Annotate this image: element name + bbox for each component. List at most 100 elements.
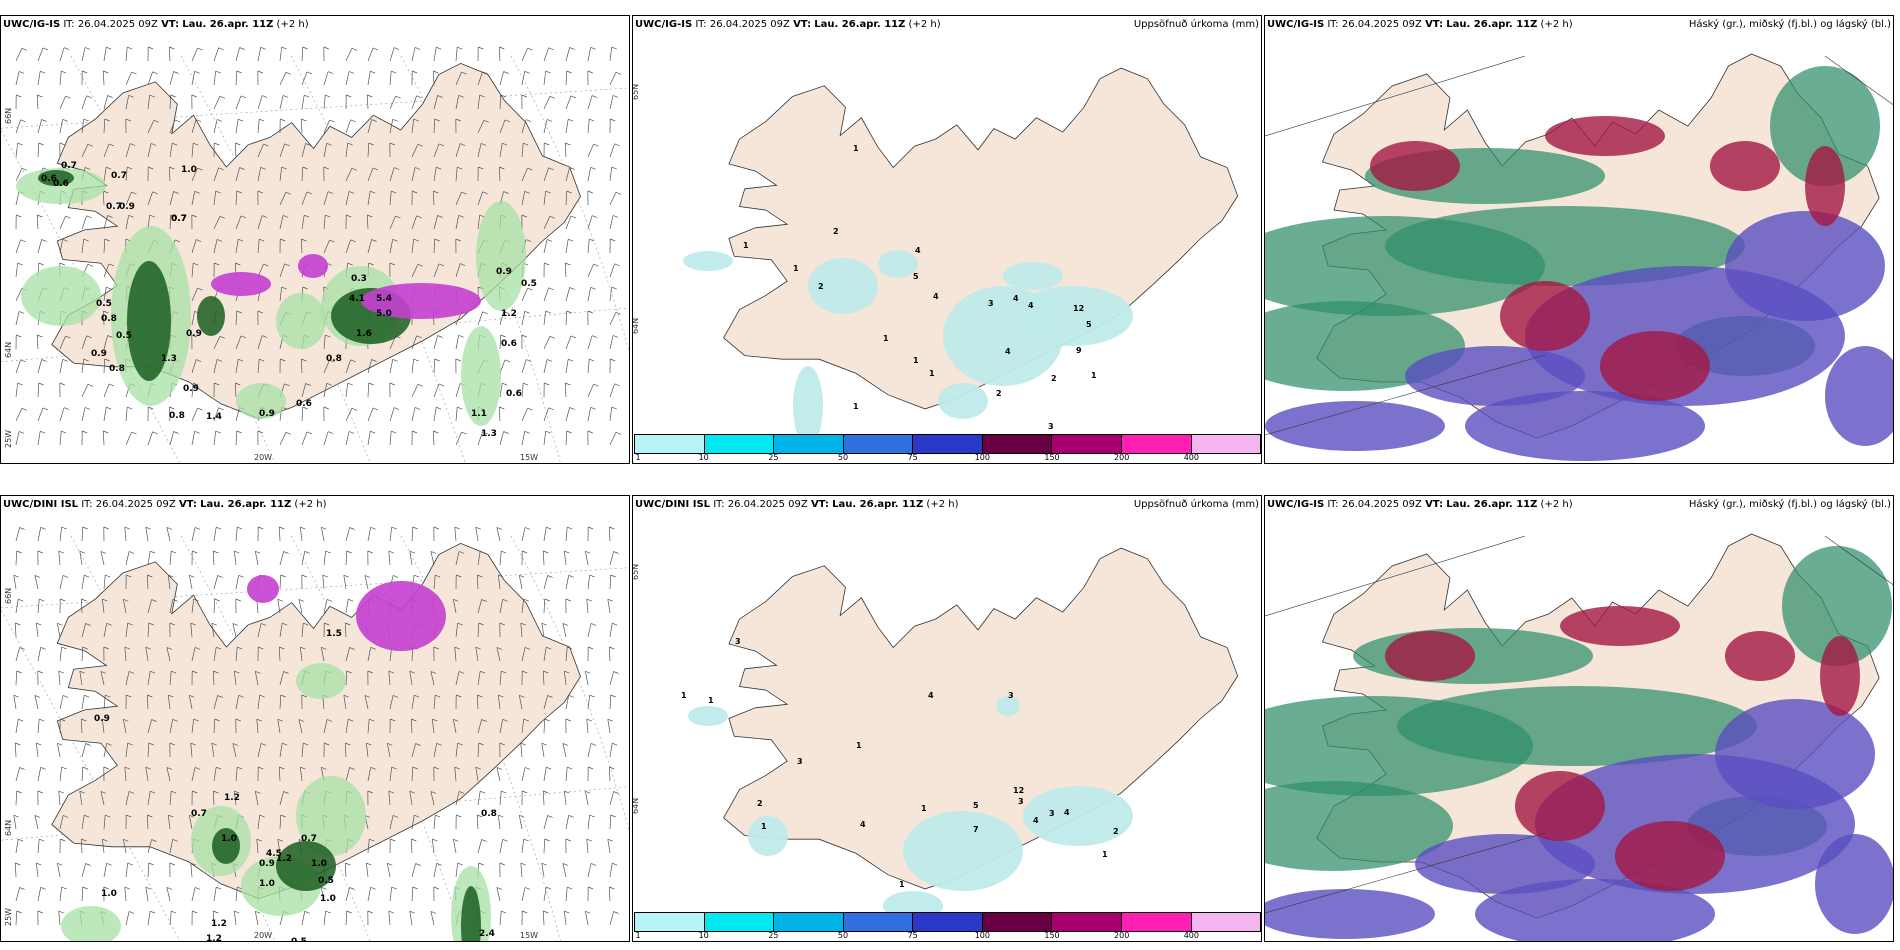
lat-label: 64N — [632, 317, 640, 334]
wind-barb — [455, 263, 461, 278]
wind-barb — [389, 47, 395, 62]
wind-barb — [345, 670, 348, 686]
precip-accum-label: 1 — [1102, 850, 1108, 859]
wind-barb-flag — [213, 910, 219, 914]
wind-barb-flag — [327, 71, 334, 74]
graticule-line — [1265, 55, 1526, 137]
wind-barb — [455, 215, 460, 230]
wind-barb — [542, 790, 545, 806]
wind-barb-flag — [131, 191, 137, 195]
wind-barb-flag — [522, 670, 528, 674]
wind-barb-flag — [83, 238, 89, 242]
wind-barb — [323, 143, 328, 158]
wind-barb-flag — [412, 430, 418, 434]
wind-barb — [587, 575, 591, 590]
wind-barb-flag — [63, 407, 70, 410]
wind-barb-flag — [430, 911, 437, 914]
wind-barb-flag — [413, 358, 419, 362]
wind-barb — [257, 815, 261, 830]
wind-barb-flag — [390, 718, 396, 722]
wind-barb-flag — [504, 359, 511, 363]
precip-accum-label: 2 — [818, 282, 824, 291]
wind-barb-flag — [219, 335, 226, 339]
wind-barb — [496, 887, 501, 902]
wind-barb-flag — [414, 47, 421, 50]
wind-barb-flag — [499, 622, 505, 626]
precip-accum-label: 9 — [1076, 346, 1082, 355]
wind-barb — [497, 815, 501, 830]
wind-barb-flag — [326, 142, 332, 146]
wind-barb-flag — [258, 766, 264, 770]
wind-barb-flag — [306, 71, 313, 75]
wind-barb — [125, 191, 132, 206]
wind-barb — [13, 815, 17, 830]
wind-barb-flag — [124, 646, 130, 650]
wind-barb-flag — [301, 238, 307, 242]
wind-barb — [543, 359, 548, 374]
wind-barb — [233, 671, 237, 686]
wind-barb-flag — [371, 119, 377, 122]
wind-barb — [13, 695, 17, 710]
wind-barb — [518, 695, 523, 710]
wind-barb-flag — [546, 526, 552, 530]
wind-barb-flag — [237, 766, 243, 770]
valid-time: Lau. 26.apr. 11Z — [1446, 499, 1538, 510]
wind-barb — [300, 358, 303, 374]
wind-barb — [213, 191, 217, 206]
wind-precip-panel-top: UWC/IG-IS IT: 26.04.2025 09Z VT: Lau. 26… — [0, 15, 630, 464]
wind-barb-flag — [567, 646, 573, 650]
wind-barb-flag — [527, 407, 533, 411]
wind-barb — [103, 815, 106, 830]
wind-barb — [234, 142, 237, 158]
wind-barb — [59, 335, 66, 350]
wind-barb — [411, 766, 414, 782]
wind-barb — [300, 118, 303, 134]
wind-barb-flag — [544, 718, 550, 722]
wind-barb-flag — [544, 142, 550, 146]
wind-barb-flag — [541, 622, 547, 626]
colorbar-tick-label: 50 — [837, 931, 849, 940]
wind-barb-flag — [61, 526, 67, 530]
wind-barb-flag — [38, 382, 44, 386]
wind-barb-flag — [104, 118, 110, 122]
wind-barb-flag — [240, 215, 247, 219]
wind-barb — [147, 839, 152, 854]
wind-barb — [587, 359, 590, 374]
wind-barb — [587, 815, 591, 830]
wind-barb-flag — [611, 166, 617, 170]
wind-barb-flag — [57, 742, 63, 746]
wind-barb — [455, 671, 460, 686]
wind-barb — [59, 215, 66, 230]
wind-barb — [15, 288, 23, 302]
wind-barb-flag — [194, 190, 200, 194]
wind-barb — [101, 839, 105, 854]
wind-barb — [59, 695, 64, 710]
wind-barb — [433, 575, 436, 590]
wind-barb-flag — [281, 286, 287, 290]
graticule-line — [1824, 535, 1893, 585]
wind-barb-flag — [348, 191, 355, 194]
wind-barb-flag — [524, 430, 530, 434]
wind-barb-flag — [409, 910, 415, 914]
wind-barb — [323, 599, 328, 614]
wind-barb — [608, 646, 611, 662]
wind-barb — [101, 599, 105, 614]
wind-barb-flag — [280, 574, 286, 578]
wind-barb-flag — [102, 718, 108, 722]
wind-barb — [100, 791, 105, 806]
wind-barb-flag — [527, 47, 533, 51]
precip-value-label: 1.0 — [320, 894, 336, 904]
wind-barb — [191, 191, 196, 206]
wind-barb — [499, 671, 502, 686]
wind-barb-flag — [150, 790, 156, 794]
colorbar-swatch — [635, 435, 705, 453]
wind-barb-flag — [298, 839, 305, 842]
wind-barb — [213, 695, 218, 710]
lat-label: 65N — [632, 563, 640, 580]
wind-barb-flag — [456, 814, 462, 818]
wind-barb — [34, 815, 39, 830]
wind-barb-flag — [147, 574, 153, 578]
wind-barb — [587, 383, 594, 398]
wind-barb-flag — [282, 622, 288, 626]
wind-barb — [81, 646, 84, 662]
